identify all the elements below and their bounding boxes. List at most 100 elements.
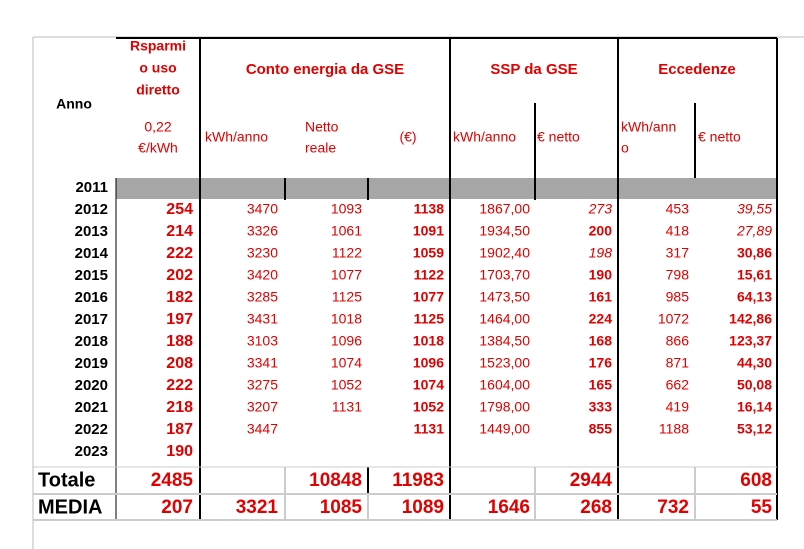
- total-cell: 2485: [151, 470, 194, 491]
- cell: 1703,70: [479, 267, 530, 283]
- total-cell: 55: [751, 497, 773, 518]
- group-header: SSP da GSE: [490, 61, 577, 78]
- cell: 208: [166, 355, 193, 372]
- sub-header: (€): [399, 129, 416, 145]
- cell: 161: [589, 289, 613, 305]
- cell: 333: [589, 399, 613, 415]
- cell: 197: [166, 311, 193, 328]
- sub-header: kWh/ann: [621, 119, 676, 135]
- cell: 187: [166, 421, 193, 438]
- cell: 3341: [247, 355, 278, 371]
- cell: 1096: [331, 333, 362, 349]
- cell: 419: [666, 399, 690, 415]
- cell: 1122: [414, 267, 445, 283]
- content: Anno Rsparmi o uso diretto 0,22 €/kWh Conto en…: [38, 38, 772, 519]
- year: 2011: [75, 179, 108, 196]
- cell: 224: [589, 311, 613, 327]
- cell: 1074: [331, 355, 362, 371]
- cell: 1902,40: [479, 245, 530, 261]
- sub-header: o: [621, 140, 629, 156]
- cell: 254: [166, 201, 193, 218]
- cell: 198: [589, 245, 613, 261]
- cell: 222: [166, 377, 193, 394]
- cell: 1074: [413, 377, 444, 393]
- cell: 662: [666, 377, 690, 393]
- total-cell: 1085: [320, 497, 363, 518]
- cell: 16,14: [737, 399, 772, 415]
- empty-row-band: [116, 178, 777, 199]
- cell: 798: [666, 267, 690, 283]
- cell: 1934,50: [479, 223, 530, 239]
- total-cell: 2944: [570, 470, 613, 491]
- cell: 1125: [414, 311, 445, 327]
- cell: 3285: [247, 289, 278, 305]
- cell: 453: [666, 201, 690, 217]
- cell: 1077: [413, 289, 444, 305]
- total-label: Totale: [38, 469, 95, 491]
- header-unit: €/kWh: [138, 140, 178, 156]
- cell: 871: [666, 355, 690, 371]
- group-header: Conto energia da GSE: [246, 61, 404, 78]
- total-cell: 732: [657, 497, 689, 518]
- sub-header: kWh/anno: [453, 129, 516, 145]
- cell: 3230: [247, 245, 278, 261]
- cell: 3420: [247, 267, 278, 283]
- year: 2015: [75, 267, 108, 284]
- cell: 39,55: [737, 201, 772, 217]
- cell: 50,08: [737, 377, 772, 393]
- year: 2017: [75, 311, 108, 328]
- cell: 188: [166, 333, 193, 350]
- cell: 15,61: [737, 267, 772, 283]
- cell: 1096: [413, 355, 444, 371]
- cell: 1052: [413, 399, 444, 415]
- cell: 1018: [413, 333, 444, 349]
- year: 2012: [75, 201, 108, 218]
- header-risparmio: Rsparmi: [130, 38, 186, 54]
- cell: 1867,00: [479, 201, 530, 217]
- cell: 1061: [331, 223, 362, 239]
- year: 2014: [75, 245, 109, 262]
- cell: 3470: [247, 201, 278, 217]
- sub-header: kWh/anno: [205, 129, 268, 145]
- total-cell: 10848: [309, 470, 362, 491]
- cell: 1188: [659, 421, 689, 437]
- cell: 1131: [414, 421, 445, 437]
- column-borders: [115, 38, 778, 520]
- cell: 1131: [332, 399, 362, 415]
- year: 2021: [75, 399, 108, 416]
- year: 2022: [75, 421, 108, 438]
- cell: 200: [589, 223, 613, 239]
- cell: 3103: [247, 333, 278, 349]
- cell: 1052: [331, 377, 362, 393]
- header-anno: Anno: [56, 96, 92, 112]
- cell: 3431: [247, 311, 278, 327]
- cell: 165: [589, 377, 613, 393]
- cell: 1523,00: [479, 355, 530, 371]
- cell: 1125: [332, 289, 362, 305]
- cell: 866: [666, 333, 690, 349]
- cell: 1473,50: [479, 289, 530, 305]
- cell: 1798,00: [479, 399, 530, 415]
- cell: 1072: [658, 311, 689, 327]
- cell: 3326: [247, 223, 278, 239]
- cell: 1138: [414, 201, 445, 217]
- cell: 985: [666, 289, 690, 305]
- cell: 1604,00: [479, 377, 530, 393]
- group-header: Eccedenze: [658, 61, 736, 78]
- cell: 214: [166, 223, 193, 240]
- cell: 44,30: [737, 355, 772, 371]
- cell: 182: [166, 289, 193, 306]
- cell: 1077: [331, 267, 362, 283]
- cell: 1384,50: [479, 333, 530, 349]
- cell: 53,12: [737, 421, 772, 437]
- year: 2020: [75, 377, 108, 394]
- year: 2018: [75, 333, 108, 350]
- cell: 142,86: [729, 311, 772, 327]
- cell: 1122: [332, 245, 362, 261]
- year: 2023: [75, 443, 108, 460]
- year: 2019: [75, 355, 108, 372]
- cell: 30,86: [737, 245, 772, 261]
- sub-header: € netto: [537, 129, 580, 145]
